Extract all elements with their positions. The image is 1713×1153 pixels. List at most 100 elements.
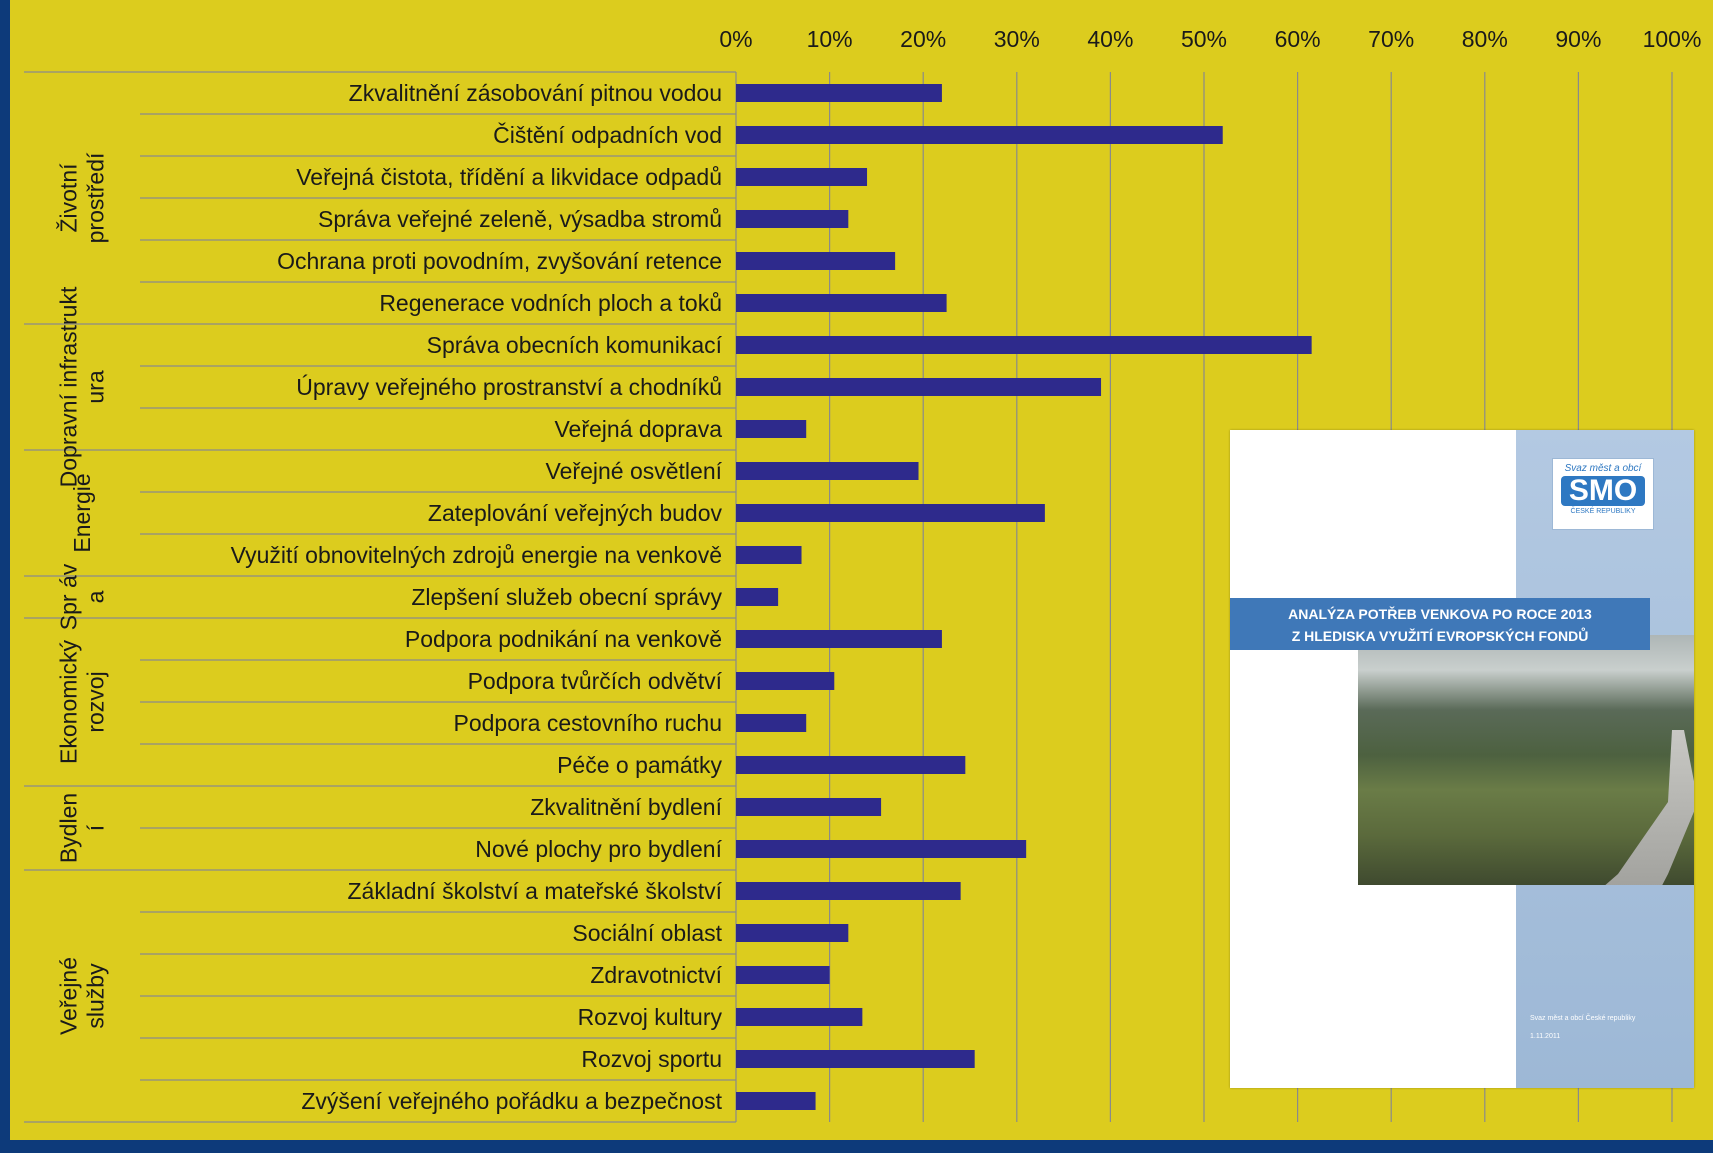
logo-big-text: SMO	[1561, 476, 1645, 506]
category-label: Regenerace vodních ploch a toků	[379, 290, 722, 316]
bar	[736, 882, 961, 900]
group-label-line: rozvoj	[83, 671, 109, 732]
category-label: Využití obnovitelných zdrojů energie na …	[231, 542, 722, 568]
cover-title-band: ANALÝZA POTŘEB VENKOVA PO ROCE 2013 Z HL…	[1230, 598, 1650, 650]
group-label-line: Ekonomický	[56, 640, 82, 764]
category-label: Rozvoj kultury	[578, 1004, 723, 1030]
category-label: Zateplování veřejných budov	[428, 500, 723, 526]
group-label-line: Spr áv	[56, 563, 82, 630]
group-label-line: ura	[83, 370, 109, 403]
smo-logo: Svaz měst a obcí SMO ČESKÉ REPUBLIKY	[1552, 458, 1654, 530]
cover-title-line1: ANALÝZA POTŘEB VENKOVA PO ROCE 2013	[1288, 606, 1592, 622]
category-label: Nové plochy pro bydlení	[475, 836, 722, 862]
bar	[736, 756, 966, 774]
bar	[736, 546, 802, 564]
bar-layer	[736, 84, 1312, 1110]
category-label: Čištění odpadních vod	[493, 121, 722, 148]
logo-sub-text: ČESKÉ REPUBLIKY	[1570, 508, 1636, 515]
bar	[736, 1008, 863, 1026]
group-label: Dopravní infrastruktura	[56, 286, 109, 487]
category-label: Podpora tvůrčích odvětví	[468, 668, 723, 694]
bar	[736, 1092, 816, 1110]
category-label: Úpravy veřejného prostranství a chodníků	[296, 374, 722, 400]
x-tick-label: 90%	[1555, 26, 1601, 52]
category-label: Rozvoj sportu	[581, 1046, 722, 1072]
cover-footer-line1: Svaz měst a obcí České republiky	[1530, 1015, 1636, 1022]
group-label: Bydlení	[56, 793, 109, 863]
x-tick-label: 20%	[900, 26, 946, 52]
x-tick-label: 60%	[1275, 26, 1321, 52]
group-label: Spr áva	[56, 563, 109, 630]
bar	[736, 840, 1027, 858]
x-tick-label: 30%	[994, 26, 1040, 52]
bar	[736, 294, 947, 312]
bar	[736, 420, 807, 438]
bar	[736, 252, 896, 270]
x-tick-label: 0%	[719, 26, 752, 52]
cover-title-line2: Z HLEDISKA VYUŽITÍ EVROPSKÝCH FONDŮ	[1291, 628, 1589, 644]
bar	[736, 798, 882, 816]
group-label-line: Dopravní infrastrukt	[56, 286, 82, 487]
bar	[736, 462, 919, 480]
bar	[736, 966, 830, 984]
logo-small-text: Svaz měst a obcí	[1564, 463, 1642, 474]
x-tick-label: 40%	[1087, 26, 1133, 52]
cover-photo-road	[1508, 730, 1694, 885]
cover-footer: Svaz měst a obcí České republiky 1.11.20…	[1530, 1010, 1690, 1046]
bar	[736, 588, 779, 606]
report-cover-image: Svaz měst a obcí SMO ČESKÉ REPUBLIKY ANA…	[1230, 430, 1694, 1088]
category-label: Správa obecních komunikací	[427, 332, 723, 358]
bar	[736, 1050, 975, 1068]
category-label: Veřejná čistota, třídění a likvidace odp…	[296, 164, 722, 190]
bar	[736, 84, 942, 102]
group-label-line: Veřejné	[56, 957, 82, 1035]
bar	[736, 378, 1102, 396]
category-label: Základní školství a mateřské školství	[347, 878, 722, 904]
x-tick-label: 50%	[1181, 26, 1227, 52]
bar	[736, 336, 1312, 354]
bar	[736, 210, 849, 228]
group-label-line: Bydlen	[56, 793, 82, 863]
label-layer: 0% 10% 20% 30% 40% 50% 60% 70% 80% 90% 100% Životní…	[56, 26, 1702, 1114]
bar	[736, 924, 849, 942]
x-tick-label: 80%	[1462, 26, 1508, 52]
group-label-line: služby	[83, 963, 109, 1029]
bar	[736, 630, 942, 648]
bar	[736, 504, 1045, 522]
group-label-line: Energie	[69, 473, 95, 552]
group-label: Energie	[69, 473, 95, 552]
category-label: Zlepšení služeb obecní správy	[411, 584, 722, 610]
group-label: Ekonomickýrozvoj	[56, 640, 109, 764]
group-label-line: prostředí	[83, 152, 109, 243]
group-label-line: Životní	[56, 163, 82, 233]
category-label: Zvýšení veřejného pořádku a bezpečnost	[301, 1088, 722, 1114]
category-label: Veřejná doprava	[554, 416, 722, 442]
group-label-line: í	[83, 824, 109, 831]
category-label: Podpora cestovního ruchu	[453, 710, 722, 736]
bar	[736, 672, 835, 690]
group-layer	[24, 71, 140, 1123]
category-label: Veřejné osvětlení	[546, 458, 723, 484]
bar	[736, 168, 868, 186]
category-label: Zkvalitnění bydlení	[530, 794, 722, 820]
x-tick-label: 70%	[1368, 26, 1414, 52]
cover-photo-landscape	[1358, 635, 1694, 885]
category-label: Zkvalitnění zásobování pitnou vodou	[349, 80, 722, 106]
cover-footer-line2: 1.11.2011	[1530, 1033, 1561, 1040]
bar	[736, 714, 807, 732]
chart-panel: 0% 10% 20% 30% 40% 50% 60% 70% 80% 90% 100% Životní…	[10, 0, 1713, 1140]
x-tick-label: 100%	[1643, 26, 1702, 52]
category-label: Péče o památky	[557, 752, 722, 778]
bar-chart: 0% 10% 20% 30% 40% 50% 60% 70% 80% 90% 100% Životní…	[24, 26, 1702, 1123]
category-label: Ochrana proti povodním, zvyšování retenc…	[277, 248, 722, 274]
category-label: Sociální oblast	[572, 920, 722, 946]
grid-layer	[140, 71, 1673, 1123]
group-label: Životníprostředí	[56, 152, 109, 243]
x-tick-label: 10%	[807, 26, 853, 52]
group-label: Veřejnéslužby	[56, 957, 109, 1035]
category-label: Podpora podnikání na venkově	[405, 626, 722, 652]
category-label: Správa veřejné zeleně, výsadba stromů	[318, 206, 722, 232]
group-label-line: a	[83, 590, 109, 603]
category-label: Zdravotnictví	[590, 962, 722, 988]
bar	[736, 126, 1223, 144]
